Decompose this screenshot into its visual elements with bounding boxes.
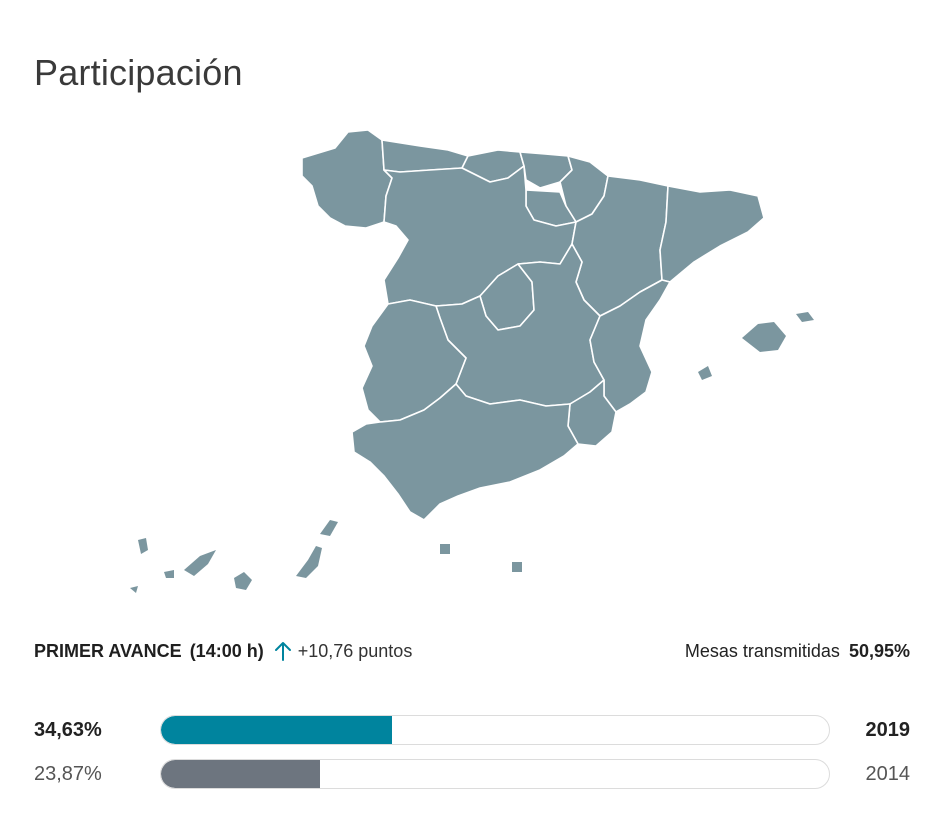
island-lanzarote[interactable] <box>320 520 338 536</box>
bar-value-2019: 34,63% <box>34 718 102 741</box>
island-gran-canaria[interactable] <box>234 572 252 590</box>
island-tenerife[interactable] <box>184 550 216 576</box>
avance-info: PRIMER AVANCE (14:00 h) +10,76 puntos <box>34 640 412 662</box>
bar-track-2019 <box>160 715 830 745</box>
island-mallorca[interactable] <box>742 322 786 352</box>
region-cataluna[interactable] <box>659 185 765 283</box>
bar-track-2014 <box>160 759 830 789</box>
avance-label: PRIMER AVANCE <box>34 640 182 661</box>
bar-row-2014: 23,87% 2014 <box>34 759 910 789</box>
mesas-value: 50,95% <box>848 640 910 661</box>
bar-fill-2019 <box>161 716 393 744</box>
mesas-label: Mesas transmitidas <box>684 640 840 661</box>
region-andalucia[interactable] <box>351 383 579 521</box>
bar-year-2019: 2019 <box>865 718 911 741</box>
status-row: PRIMER AVANCE (14:00 h) +10,76 puntos Me… <box>34 636 910 666</box>
region-melilla[interactable] <box>512 562 522 572</box>
bar-row-2019: 34,63% 2019 <box>34 715 910 745</box>
mesas-info: Mesas transmitidas 50,95% <box>685 641 910 662</box>
island-el-hierro[interactable] <box>130 586 138 593</box>
spain-map <box>130 129 814 593</box>
island-la-palma[interactable] <box>138 538 148 554</box>
avance-time: (14:00 h) <box>189 640 264 661</box>
region-ceuta[interactable] <box>440 544 450 554</box>
page-title: Participación <box>34 52 243 93</box>
island-fuerteventura[interactable] <box>296 546 322 578</box>
region-galicia[interactable] <box>301 129 393 229</box>
island-menorca[interactable] <box>796 312 814 322</box>
island-ibiza[interactable] <box>698 366 712 380</box>
island-la-gomera[interactable] <box>164 570 174 578</box>
bar-year-2014: 2014 <box>865 762 911 785</box>
arrow-up-icon <box>274 640 292 662</box>
map-svg <box>130 129 814 593</box>
region-asturias[interactable] <box>381 139 469 173</box>
bar-fill-2014 <box>161 760 321 788</box>
delta-points: +10,76 puntos <box>297 640 413 661</box>
bar-value-2014: 23,87% <box>34 762 102 785</box>
region-valencia[interactable] <box>589 279 671 413</box>
